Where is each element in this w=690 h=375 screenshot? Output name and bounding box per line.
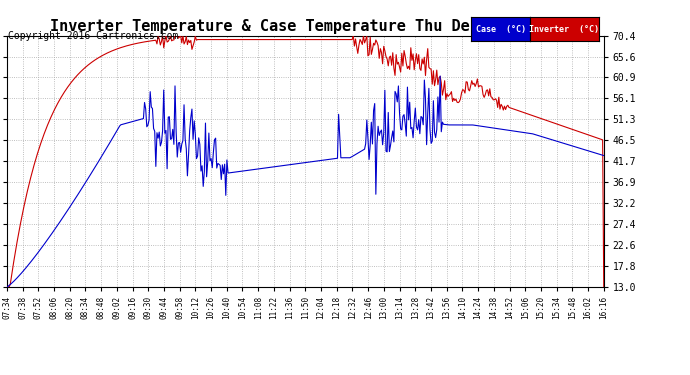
Text: Inverter  (°C): Inverter (°C): [529, 25, 600, 34]
Text: Copyright 2016 Cartronics.com: Copyright 2016 Cartronics.com: [8, 32, 179, 41]
Title: Inverter Temperature & Case Temperature Thu Dec 22 16:23: Inverter Temperature & Case Temperature …: [50, 20, 561, 34]
Text: Case  (°C): Case (°C): [475, 25, 526, 34]
